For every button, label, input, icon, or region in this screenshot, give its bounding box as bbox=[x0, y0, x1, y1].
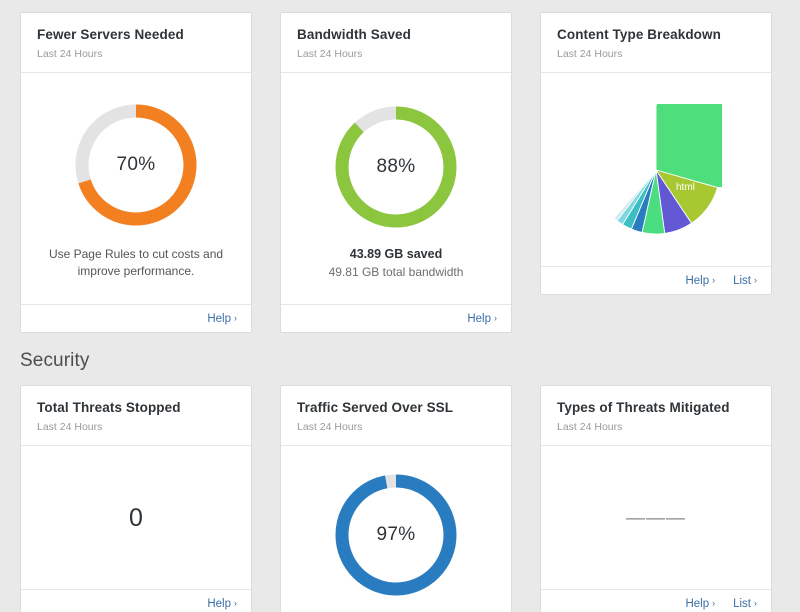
card-header: Bandwidth Saved Last 24 Hours bbox=[281, 13, 511, 73]
donut-center-label: 97% bbox=[376, 523, 416, 545]
primary-metric-text: 43.89 GB saved bbox=[349, 246, 443, 261]
card-content-type-breakdown: Content Type Breakdown Last 24 Hours bbox=[540, 12, 772, 295]
card-title: Content Type Breakdown bbox=[557, 27, 721, 42]
donut-svg bbox=[75, 104, 197, 226]
card-caption: Use Page Rules to cut costs and improve … bbox=[48, 247, 224, 279]
card-types-of-threats-mitigated: Types of Threats Mitigated Last 24 Hours… bbox=[540, 385, 772, 612]
card-bandwidth-saved: Bandwidth Saved Last 24 Hours 88% 43.89 … bbox=[280, 12, 512, 333]
pie-slice-other bbox=[613, 170, 657, 222]
donut-center-label: 70% bbox=[116, 154, 156, 175]
chevron-right-icon: › bbox=[712, 275, 716, 285]
donut-svg bbox=[335, 474, 457, 596]
help-link-label: Help bbox=[207, 312, 231, 325]
card-body: html bbox=[541, 73, 771, 266]
card-footer: Help › bbox=[281, 304, 511, 332]
section-heading-security: Security bbox=[20, 350, 90, 371]
donut-svg bbox=[335, 106, 457, 228]
chevron-right-icon: › bbox=[494, 313, 497, 323]
list-link[interactable]: List › bbox=[733, 275, 757, 287]
help-link-label: Help bbox=[685, 597, 710, 610]
card-fewer-servers-needed: Fewer Servers Needed Last 24 Hours 70% U… bbox=[20, 12, 252, 333]
threats-mitigated-empty-value: ——— bbox=[626, 507, 686, 529]
list-link-label: List bbox=[733, 274, 751, 287]
card-subtitle: Last 24 Hours bbox=[557, 48, 623, 61]
analytics-card-row: Fewer Servers Needed Last 24 Hours 70% U… bbox=[0, 12, 800, 333]
pie-svg bbox=[613, 104, 722, 235]
card-body: 0 bbox=[21, 446, 251, 589]
donut-chart-ssl: 97% bbox=[329, 468, 463, 602]
donut-center-label: 88% bbox=[376, 155, 416, 177]
card-footer: Help › List › bbox=[541, 266, 771, 294]
card-body: 88% 43.89 GB saved 49.81 GB total bandwi… bbox=[281, 73, 511, 304]
secondary-metric-text: 49.81 GB total bandwidth bbox=[328, 264, 464, 279]
card-footer: Help › List › bbox=[541, 589, 771, 612]
help-link[interactable]: Help › bbox=[207, 313, 237, 325]
pie-slice-html bbox=[655, 104, 722, 189]
threats-stopped-value: 0 bbox=[129, 503, 143, 532]
chevron-right-icon: › bbox=[234, 313, 237, 323]
card-body: ——— bbox=[541, 446, 771, 589]
card-title: Fewer Servers Needed bbox=[37, 27, 184, 42]
list-link[interactable]: List › bbox=[733, 598, 757, 610]
card-subtitle: Last 24 Hours bbox=[297, 421, 363, 434]
card-subtitle: Last 24 Hours bbox=[37, 421, 103, 434]
pie-chart-content-type: html bbox=[590, 104, 722, 236]
card-header: Traffic Served Over SSL Last 24 Hours bbox=[281, 386, 511, 446]
chevron-right-icon: › bbox=[754, 598, 757, 608]
card-subtitle: Last 24 Hours bbox=[557, 421, 623, 434]
security-card-row: Total Threats Stopped Last 24 Hours 0 He… bbox=[0, 385, 800, 612]
donut-chart-bandwidth-saved: 88% bbox=[329, 100, 463, 234]
donut-value-arc bbox=[335, 474, 457, 596]
card-footer: Help › bbox=[21, 304, 251, 332]
card-title: Traffic Served Over SSL bbox=[297, 400, 454, 415]
card-header: Content Type Breakdown Last 24 Hours bbox=[541, 13, 771, 73]
chevron-right-icon: › bbox=[712, 598, 716, 608]
card-header: Types of Threats Mitigated Last 24 Hours bbox=[541, 386, 771, 446]
card-header: Total Threats Stopped Last 24 Hours bbox=[21, 386, 251, 446]
list-link-label: List bbox=[733, 597, 751, 610]
card-title: Total Threats Stopped bbox=[37, 400, 181, 415]
card-subtitle: Last 24 Hours bbox=[297, 48, 363, 61]
donut-value-arc bbox=[335, 106, 457, 228]
card-body: 70% Use Page Rules to cut costs and impr… bbox=[21, 73, 251, 304]
card-traffic-served-over-ssl: Traffic Served Over SSL Last 24 Hours 97… bbox=[280, 385, 512, 612]
card-subtitle: Last 24 Hours bbox=[37, 48, 103, 61]
card-footer: Help › bbox=[21, 589, 251, 612]
donut-chart-fewer-servers: 70% bbox=[69, 98, 203, 232]
card-total-threats-stopped: Total Threats Stopped Last 24 Hours 0 He… bbox=[20, 385, 252, 612]
chevron-right-icon: › bbox=[234, 598, 237, 608]
help-link[interactable]: Help › bbox=[685, 275, 715, 287]
chevron-right-icon: › bbox=[754, 275, 757, 285]
help-link-label: Help bbox=[207, 597, 231, 610]
pie-slices bbox=[613, 104, 722, 235]
card-title: Bandwidth Saved bbox=[297, 27, 412, 42]
help-link[interactable]: Help › bbox=[467, 313, 497, 325]
donut-value-arc bbox=[75, 104, 197, 226]
card-body: 97% 1,052,438 SSL-secured requests bbox=[281, 446, 511, 612]
help-link-label: Help bbox=[685, 274, 710, 287]
help-link[interactable]: Help › bbox=[685, 598, 715, 610]
card-header: Fewer Servers Needed Last 24 Hours bbox=[21, 13, 251, 73]
help-link-label: Help bbox=[467, 312, 491, 325]
card-title: Types of Threats Mitigated bbox=[557, 400, 730, 415]
help-link[interactable]: Help › bbox=[207, 598, 237, 610]
